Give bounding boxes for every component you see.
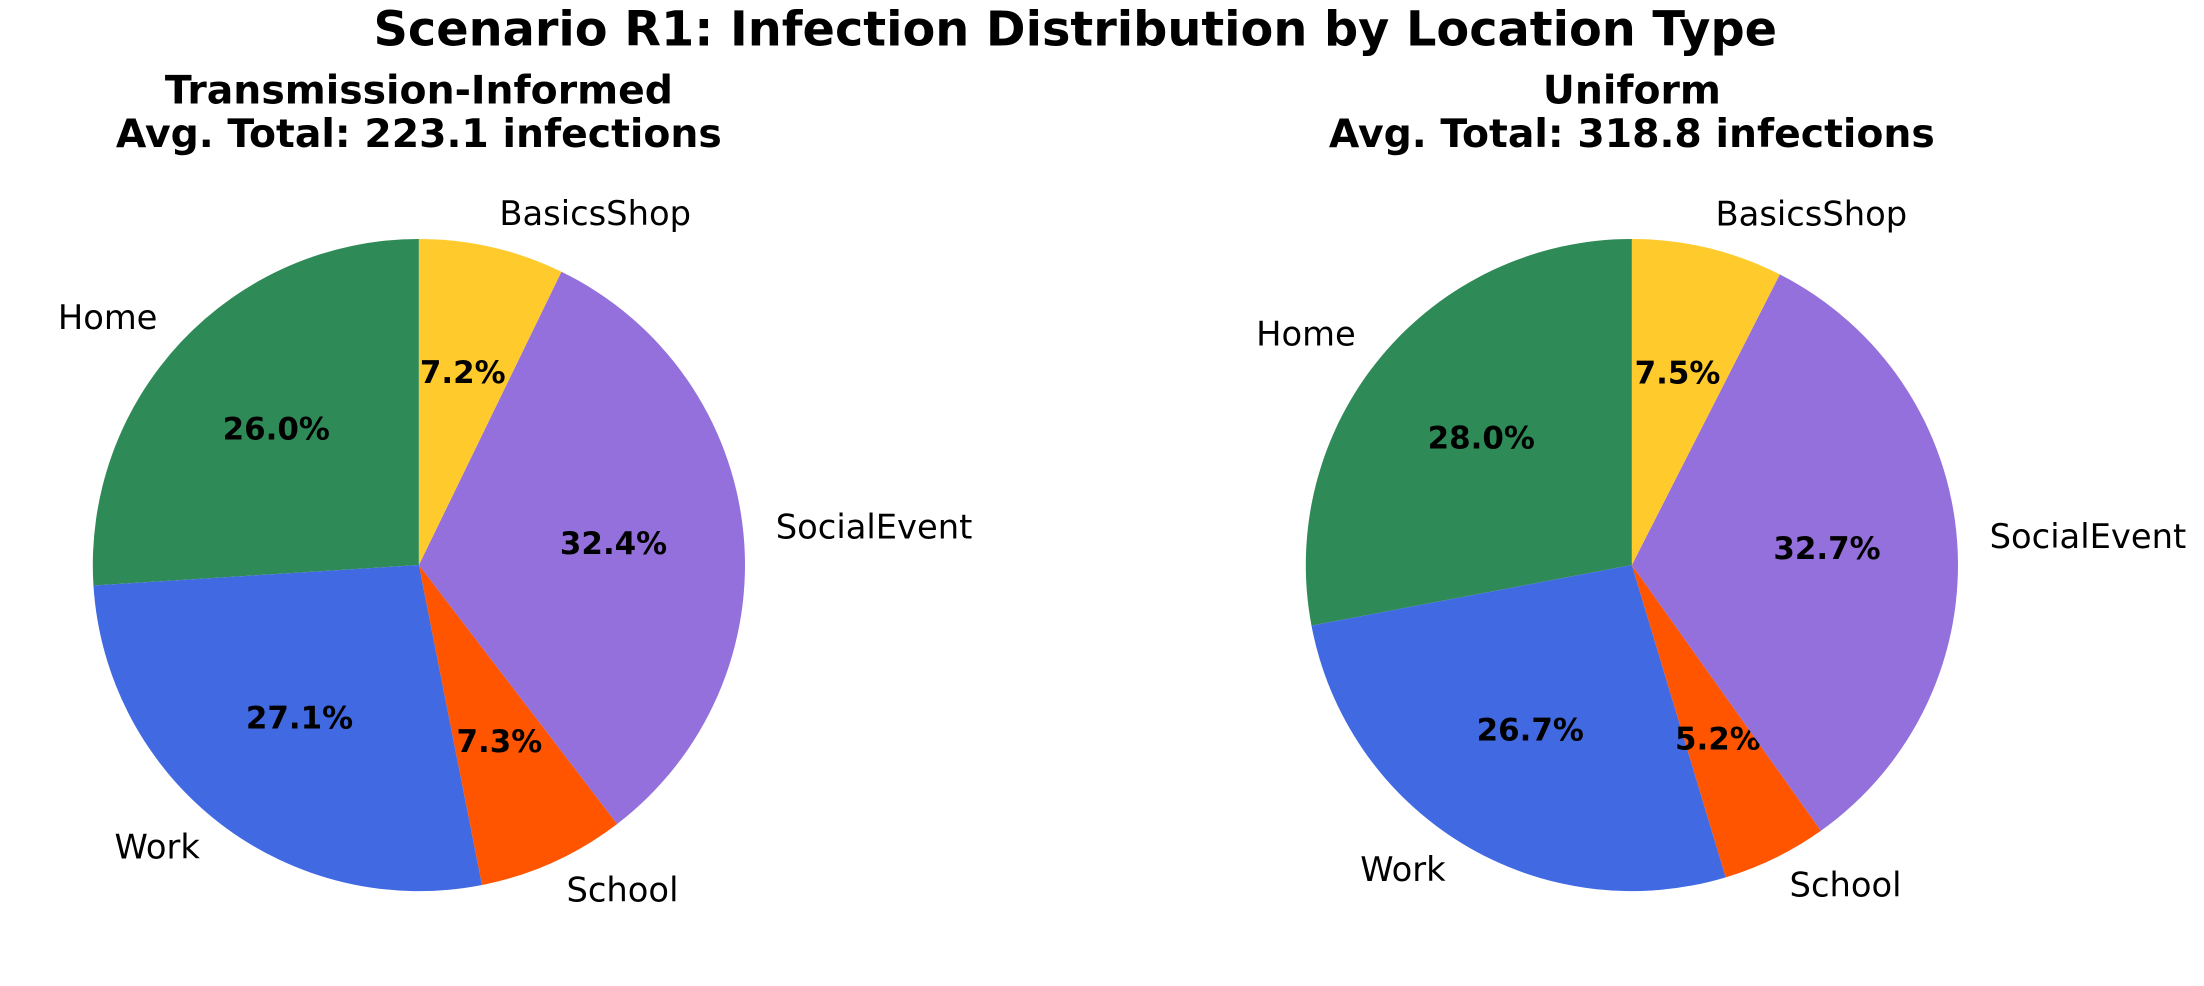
pie-title: Transmission-Informed	[165, 67, 673, 113]
slice-label: SocialEvent	[1990, 517, 2187, 556]
pie-slice	[1631, 274, 1958, 831]
pie-slice	[93, 565, 483, 892]
slice-label: Work	[115, 828, 201, 867]
slice-label: SocialEvent	[776, 508, 973, 547]
value-label: 32.4%	[560, 526, 667, 562]
slice-label: Work	[1360, 850, 1446, 889]
pie-subtitle: Avg. Total: 318.8 infections	[1329, 111, 1935, 157]
slice-label: BasicsShop	[1716, 195, 1908, 234]
value-label: 5.2%	[1675, 721, 1761, 757]
value-label: 32.7%	[1773, 531, 1880, 567]
slice-label: Home	[58, 298, 158, 337]
slice-label: BasicsShop	[499, 194, 691, 233]
value-label: 27.1%	[246, 701, 353, 737]
slice-label: Home	[1256, 315, 1356, 354]
value-label: 7.3%	[457, 724, 543, 760]
pie-slice	[1311, 565, 1726, 892]
pie-title: Uniform	[1543, 67, 1721, 113]
slice-label: School	[567, 870, 679, 909]
value-label: 7.2%	[420, 355, 506, 391]
value-label: 7.5%	[1635, 355, 1721, 391]
value-label: 26.7%	[1477, 713, 1584, 749]
pie-slice	[418, 271, 745, 824]
figure-title: Scenario R1: Infection Distribution by L…	[374, 2, 1778, 57]
slice-label: School	[1790, 866, 1902, 905]
pie-slice	[92, 238, 419, 586]
pie-slice	[418, 565, 618, 885]
pie-slice	[1305, 238, 1632, 626]
value-label: 28.0%	[1428, 421, 1535, 457]
pie-slice	[1631, 565, 1821, 878]
pie-subtitle: Avg. Total: 223.1 infections	[116, 111, 722, 157]
value-label: 26.0%	[223, 412, 330, 448]
pie-slice	[1631, 238, 1780, 566]
pie-slice	[418, 238, 562, 566]
